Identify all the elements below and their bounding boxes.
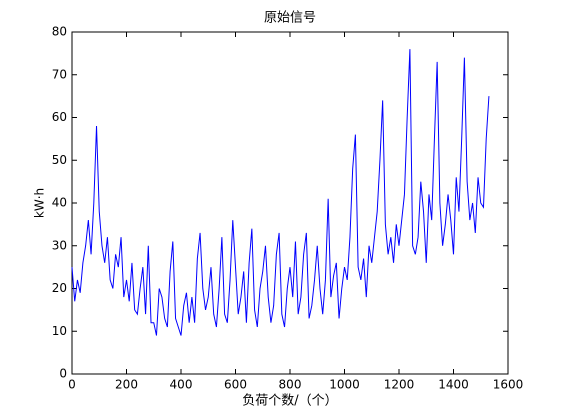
x-tick-label: 200: [115, 378, 138, 392]
y-tick-label: 70: [52, 67, 67, 81]
y-tick-label: 80: [52, 25, 67, 39]
y-tick-label: 60: [52, 110, 67, 124]
x-tick-label: 0: [68, 378, 76, 392]
y-tick-label: 50: [52, 153, 67, 167]
x-tick-label: 800: [279, 378, 302, 392]
y-tick-label: 30: [52, 238, 67, 252]
x-tick-label: 1600: [493, 378, 524, 392]
data-line: [71, 49, 490, 336]
y-tick-label: 0: [59, 367, 67, 381]
chart-title: 原始信号: [264, 11, 316, 26]
x-tick-label: 1400: [438, 378, 469, 392]
plot-area: [71, 31, 509, 375]
y-tick-label: 20: [52, 281, 67, 295]
x-tick-label: 600: [224, 378, 247, 392]
x-tick-label: 1200: [384, 378, 415, 392]
y-axis-label: kW·h: [33, 188, 47, 218]
y-tick-label: 40: [52, 196, 67, 210]
x-tick-label: 1000: [329, 378, 360, 392]
x-tick-label: 400: [170, 378, 193, 392]
x-axis-label: 负荷个数/（个）: [242, 394, 337, 409]
y-tick-label: 10: [52, 324, 67, 338]
